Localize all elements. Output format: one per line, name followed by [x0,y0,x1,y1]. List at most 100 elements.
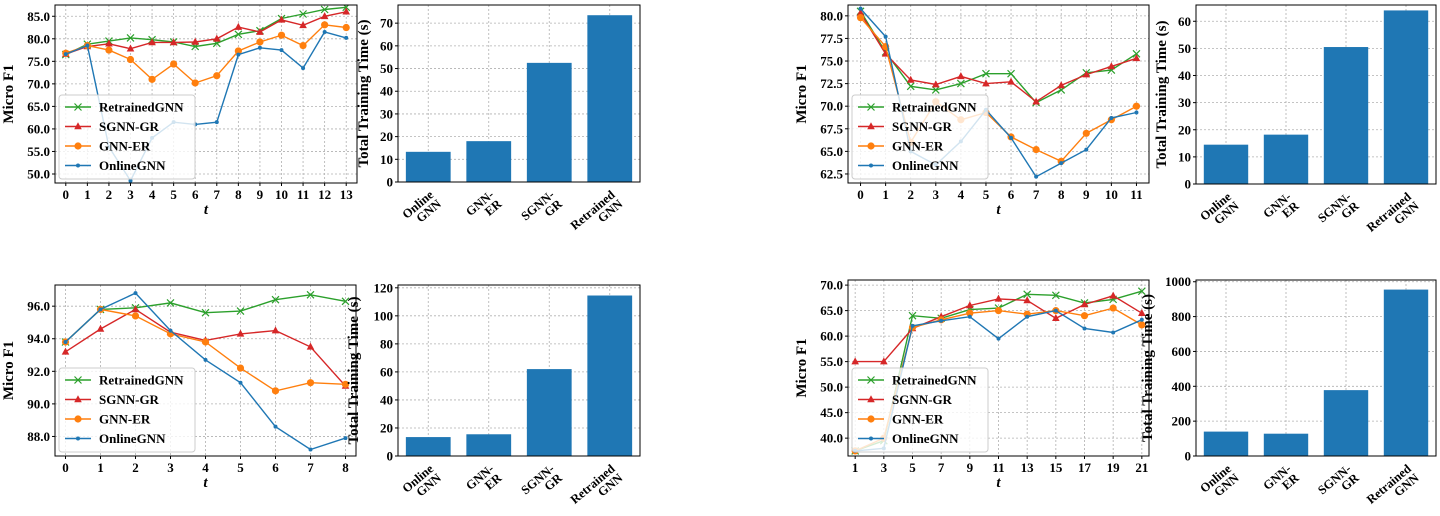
data-point-gnn-er [234,47,242,55]
data-point-onlinegnn [1082,326,1087,331]
y-tick-label: 400 [1172,379,1192,394]
y-tick-label: 75.0 [27,54,50,69]
data-point-sgnn-gr [1052,314,1060,322]
data-point-gnn-er [1132,102,1141,110]
x-tick-label: 8 [235,187,242,202]
data-point-onlinegnn [98,307,103,312]
y-tick-label: 800 [1172,309,1192,324]
data-point-retrainedgnn [236,307,245,315]
legend-label-gnn-er: GNN-ER [99,139,151,154]
y-tick-label: 77.5 [820,31,843,46]
data-point-onlinegnn [344,35,349,40]
x-tick-label: 11 [1130,187,1142,202]
legend-label-sgnn-gr: SGNN-GR [99,392,160,407]
data-point-retrainedgnn [906,82,915,91]
data-point-retrainedgnn [342,5,351,12]
data-point-sgnn-gr [342,7,351,15]
data-point-onlinegnn [85,43,90,48]
data-point-onlinegnn [1111,330,1116,335]
data-point-sgnn-gr [1032,97,1040,105]
data-point-retrainedgnn [1007,69,1015,78]
data-point-sgnn-gr [957,72,965,80]
data-point-onlinegnn [967,314,972,319]
x-tick-label: GNN-ER [1260,461,1302,502]
data-point-sgnn-gr [148,38,156,46]
y-tick-label: 70.0 [27,76,50,91]
data-point-retrainedgnn [908,311,917,320]
x-tick-label: 2 [132,460,139,475]
data-point-onlinegnn [1009,135,1014,140]
data-point-sgnn-gr [277,15,286,23]
data-point-onlinegnn [1034,174,1039,179]
legend-marker [74,415,82,423]
series-line-gnn-er [65,24,347,84]
y-tick-label: 55.0 [27,144,50,159]
data-point-sgnn-gr [994,294,1003,302]
legend-box [58,94,196,180]
y-tick-label: 0 [387,175,394,190]
data-point-retrainedgnn [1137,287,1146,296]
y-tick-label: 72.5 [820,76,843,91]
x-tick-label: 8 [1058,187,1065,202]
y-tick-label: 20 [380,129,393,144]
bar-onlinegnn [405,437,451,456]
x-tick-label: 21 [1135,460,1148,475]
data-point-onlinegnn [1134,110,1139,115]
x-tick-label: RetrainedGNN [1364,190,1422,244]
y-tick-label: 85.0 [27,9,50,24]
x-tick-label: SGNN-GR [1315,461,1362,507]
y-tick-label: 50 [380,61,393,76]
y-tick-label: 50 [1178,41,1191,56]
legend-label-retrainedgnn: RetrainedGNN [99,100,184,115]
data-point-sgnn-gr [856,8,865,16]
legend-box [851,94,989,180]
data-point-sgnn-gr [299,21,307,29]
y-tick-label: 45.0 [820,405,843,420]
y-tick-label: 50.0 [820,380,843,395]
axes-frame [1195,279,1437,457]
data-point-retrainedgnn [320,5,329,14]
data-point-sgnn-gr [982,79,990,87]
data-point-gnn-er [321,21,329,29]
data-point-sgnn-gr [1082,70,1091,78]
x-tick-label: SGNN-GR [518,461,565,507]
axes-frame [397,284,641,457]
series-line-retrainedgnn [65,6,347,56]
data-point-onlinegnn [1059,161,1064,166]
data-point-sgnn-gr [271,326,280,334]
panel-a-bar-chart: 0 10 20 30 40 50 60 70 OnlineGNN GNN-ER SGNN-GR Ret… [356,4,641,233]
data-point-sgnn-gr [320,12,329,20]
x-tick-label: 9 [1083,187,1090,202]
y-tick-label: 67.5 [820,121,843,136]
x-tick-label: 6 [272,460,279,475]
x-tick-label: 19 [1107,460,1121,475]
bar-onlinegnn [1203,144,1249,184]
legend-marker [867,122,875,130]
x-tick-label: 1 [84,187,91,202]
data-point-retrainedgnn [931,86,940,94]
data-point-retrainedgnn [1023,290,1032,299]
data-point-gnn-er [1138,321,1146,329]
y-tick-label: 10 [380,152,393,167]
x-tick-label: 3 [933,187,940,202]
y-tick-label: 30 [1178,95,1191,110]
data-point-gnn-er [213,72,221,80]
x-tick-label: RetrainedGNN [568,462,626,516]
y-tick-label: 65.0 [820,144,843,159]
data-point-gnn-er [299,41,307,50]
series-line-sgnn-gr [859,12,1137,103]
y-tick-label: 75.0 [820,54,843,69]
data-point-sgnn-gr [212,34,221,42]
data-point-onlinegnn [273,424,278,429]
axes-frame [397,4,641,183]
y-tick-label: 92.0 [27,364,50,379]
data-point-onlinegnn [238,380,243,385]
bar-sgnn-gr [1323,47,1369,185]
data-point-gnn-er [131,312,140,320]
data-point-sgnn-gr [1057,81,1066,89]
axes-frame [847,4,1150,184]
y-tick-label: 60 [380,38,393,53]
y-axis-label: Total Training Time (s) [1154,21,1170,169]
data-point-onlinegnn [214,120,219,125]
x-tick-label: 0 [857,187,864,202]
